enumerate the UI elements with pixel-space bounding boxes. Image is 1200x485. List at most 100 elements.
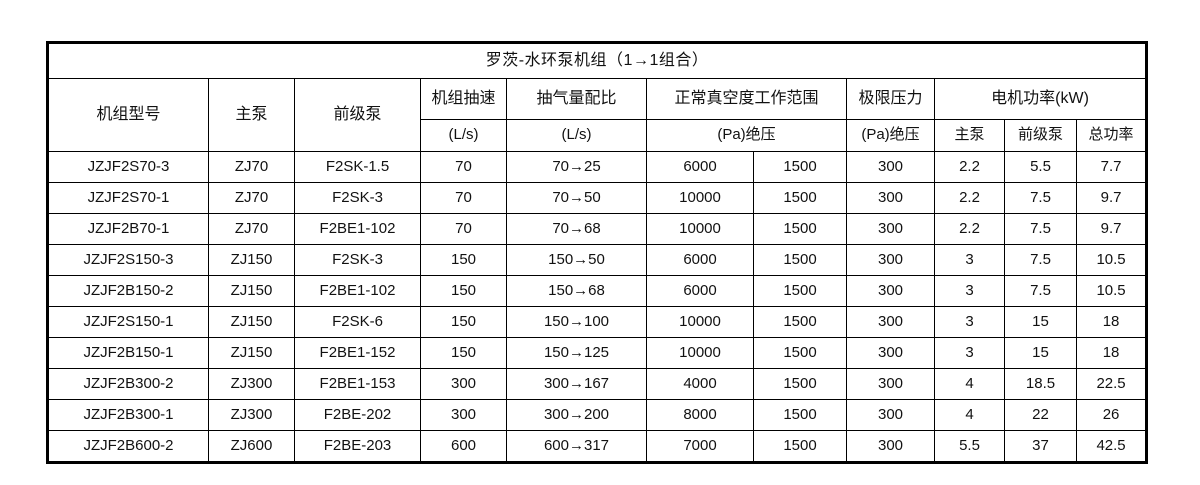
cell-limit-pressure: 300 bbox=[846, 213, 935, 245]
cell-gas-ratio: 150→50 bbox=[506, 244, 647, 276]
cell-pump-speed: 70 bbox=[420, 213, 507, 245]
cell-pump-speed: 300 bbox=[420, 399, 507, 431]
cell-limit-pressure: 300 bbox=[846, 337, 935, 369]
cell-model: JZJF2S150-3 bbox=[48, 244, 209, 276]
cell-limit-pressure: 300 bbox=[846, 430, 935, 462]
cell-power-total: 22.5 bbox=[1075, 368, 1147, 400]
cell-limit-pressure: 300 bbox=[846, 275, 935, 307]
cell-power-total: 9.7 bbox=[1075, 213, 1147, 245]
cell-model: JZJF2B70-1 bbox=[48, 213, 209, 245]
cell-fore-pump: F2BE-203 bbox=[294, 430, 421, 462]
cell-power-main: 4 bbox=[934, 399, 1005, 431]
cell-limit-pressure: 300 bbox=[846, 244, 935, 276]
cell-power-fore: 15 bbox=[1004, 306, 1077, 338]
cell-pump-speed: 150 bbox=[420, 275, 507, 307]
cell-power-total: 26 bbox=[1075, 399, 1147, 431]
header-pump-speed-unit: (L/s) bbox=[420, 119, 507, 152]
cell-power-total: 7.7 bbox=[1075, 151, 1147, 183]
cell-main-pump: ZJ300 bbox=[208, 399, 295, 431]
cell-power-main: 3 bbox=[934, 306, 1005, 338]
cell-main-pump: ZJ150 bbox=[208, 275, 295, 307]
cell-gas-ratio: 300→200 bbox=[506, 399, 647, 431]
cell-power-fore: 7.5 bbox=[1004, 213, 1077, 245]
cell-pump-speed: 150 bbox=[420, 306, 507, 338]
cell-limit-pressure: 300 bbox=[846, 151, 935, 183]
cell-vacuum-low: 10000 bbox=[646, 213, 754, 245]
cell-power-main: 2.2 bbox=[934, 151, 1005, 183]
table-body: JZJF2S70-3 ZJ70 F2SK-1.5 70 70→25 6000 1500 300… bbox=[48, 151, 1147, 462]
cell-vacuum-high: 1500 bbox=[753, 399, 847, 431]
cell-power-total: 10.5 bbox=[1075, 244, 1147, 276]
cell-power-total: 42.5 bbox=[1075, 430, 1147, 462]
cell-power-total: 10.5 bbox=[1075, 275, 1147, 307]
cell-main-pump: ZJ70 bbox=[208, 213, 295, 245]
header-gas-ratio: 抽气量配比 bbox=[506, 78, 647, 120]
cell-main-pump: ZJ150 bbox=[208, 337, 295, 369]
header-main-pump: 主泵 bbox=[208, 78, 295, 152]
cell-model: JZJF2B150-1 bbox=[48, 337, 209, 369]
table-row: JZJF2B300-1 ZJ300 F2BE-202 300 300→200 8000 15… bbox=[48, 399, 1147, 431]
table-row: JZJF2S70-1 ZJ70 F2SK-3 70 70→50 10000 1500 300 2… bbox=[48, 182, 1147, 214]
cell-vacuum-low: 7000 bbox=[646, 430, 754, 462]
cell-power-total: 9.7 bbox=[1075, 182, 1147, 214]
table-row: JZJF2B300-2 ZJ300 F2BE1-153 300 300→167 4000 1… bbox=[48, 368, 1147, 400]
table-title: 罗茨-水环泵机组（1→1组合） bbox=[47, 43, 1147, 79]
cell-power-main: 5.5 bbox=[934, 430, 1005, 462]
table-row: JZJF2S150-3 ZJ150 F2SK-3 150 150→50 6000 1500 3… bbox=[48, 244, 1147, 276]
cell-gas-ratio: 600→317 bbox=[506, 430, 647, 462]
cell-main-pump: ZJ150 bbox=[208, 306, 295, 338]
table-row: JZJF2S150-1 ZJ150 F2SK-6 150 150→100 10000 150… bbox=[48, 306, 1147, 338]
cell-fore-pump: F2SK-6 bbox=[294, 306, 421, 338]
cell-power-fore: 5.5 bbox=[1004, 151, 1077, 183]
cell-power-fore: 7.5 bbox=[1004, 244, 1077, 276]
header-motor-power: 电机功率(kW) bbox=[933, 78, 1147, 120]
cell-power-fore: 7.5 bbox=[1004, 275, 1077, 307]
header-model: 机组型号 bbox=[48, 78, 209, 152]
cell-main-pump: ZJ300 bbox=[208, 368, 295, 400]
cell-vacuum-low: 6000 bbox=[646, 244, 754, 276]
cell-vacuum-high: 1500 bbox=[753, 430, 847, 462]
cell-fore-pump: F2BE1-152 bbox=[294, 337, 421, 369]
cell-pump-speed: 70 bbox=[420, 151, 507, 183]
cell-main-pump: ZJ70 bbox=[208, 151, 295, 183]
header-vacuum-range: 正常真空度工作范围 bbox=[646, 78, 847, 120]
cell-main-pump: ZJ150 bbox=[208, 244, 295, 276]
cell-power-main: 2.2 bbox=[934, 182, 1005, 214]
cell-fore-pump: F2SK-3 bbox=[294, 182, 421, 214]
cell-power-main: 3 bbox=[934, 275, 1005, 307]
cell-fore-pump: F2BE1-153 bbox=[294, 368, 421, 400]
cell-vacuum-high: 1500 bbox=[753, 151, 847, 183]
cell-gas-ratio: 70→68 bbox=[506, 213, 647, 245]
cell-power-fore: 18.5 bbox=[1004, 368, 1077, 400]
cell-power-total: 18 bbox=[1075, 337, 1147, 369]
header-gas-ratio-unit: (L/s) bbox=[506, 119, 647, 152]
cell-vacuum-low: 4000 bbox=[646, 368, 754, 400]
table-title-row: 罗茨-水环泵机组（1→1组合） bbox=[47, 43, 1147, 79]
cell-vacuum-low: 6000 bbox=[646, 151, 754, 183]
cell-pump-speed: 70 bbox=[420, 182, 507, 214]
cell-vacuum-high: 1500 bbox=[753, 213, 847, 245]
cell-limit-pressure: 300 bbox=[846, 306, 935, 338]
roots-water-ring-pump-spec-table: 罗茨-水环泵机组（1→1组合） 机组型号 主泵 前级泵 机组抽速 抽气量配比 正… bbox=[45, 41, 1149, 464]
cell-limit-pressure: 300 bbox=[846, 399, 935, 431]
cell-pump-speed: 600 bbox=[420, 430, 507, 462]
cell-vacuum-high: 1500 bbox=[753, 306, 847, 338]
header-row-secondary: (L/s) (L/s) (Pa)绝压 (Pa)绝压 主泵 前级泵 总功率 bbox=[49, 119, 1147, 152]
cell-fore-pump: F2BE-202 bbox=[294, 399, 421, 431]
cell-vacuum-high: 1500 bbox=[753, 337, 847, 369]
header-limit-pressure-unit: (Pa)绝压 bbox=[846, 119, 935, 152]
table-row: JZJF2B150-1 ZJ150 F2BE1-152 150 150→125 10000… bbox=[48, 337, 1147, 369]
cell-model: JZJF2S150-1 bbox=[48, 306, 209, 338]
cell-gas-ratio: 150→125 bbox=[506, 337, 647, 369]
table-row: JZJF2B150-2 ZJ150 F2BE1-102 150 150→68 6000 15… bbox=[48, 275, 1147, 307]
cell-power-fore: 7.5 bbox=[1004, 182, 1077, 214]
header-pump-speed: 机组抽速 bbox=[420, 78, 507, 120]
table-header: 罗茨-水环泵机组（1→1组合） 机组型号 主泵 前级泵 机组抽速 抽气量配比 正… bbox=[47, 43, 1147, 152]
cell-gas-ratio: 70→25 bbox=[506, 151, 647, 183]
cell-gas-ratio: 150→100 bbox=[506, 306, 647, 338]
cell-power-main: 2.2 bbox=[934, 213, 1005, 245]
spec-table-container: 罗茨-水环泵机组（1→1组合） 机组型号 主泵 前级泵 机组抽速 抽气量配比 正… bbox=[45, 41, 1149, 464]
cell-model: JZJF2B300-1 bbox=[48, 399, 209, 431]
cell-fore-pump: F2SK-1.5 bbox=[294, 151, 421, 183]
